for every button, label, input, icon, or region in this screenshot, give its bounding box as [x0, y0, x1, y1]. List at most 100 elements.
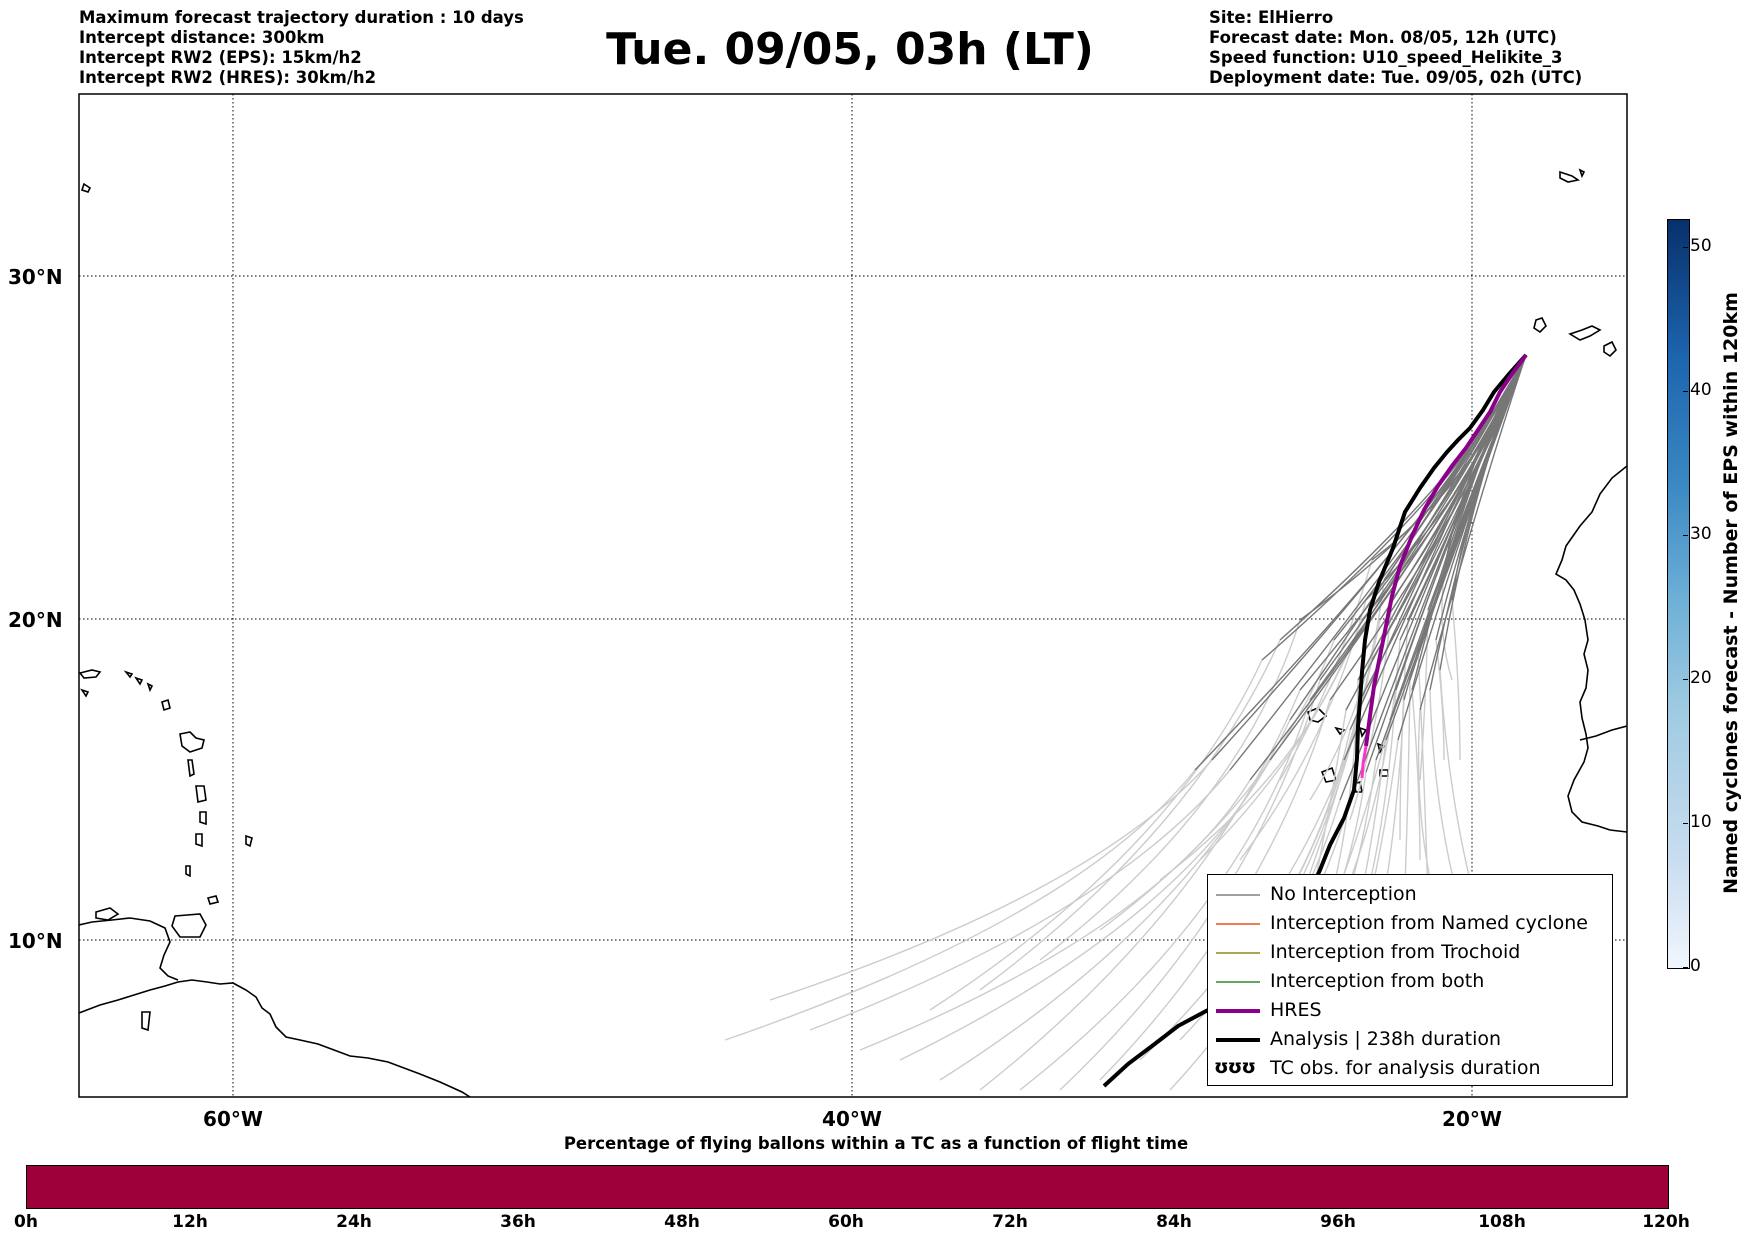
info-forecast-date: Forecast date: Mon. 08/05, 12h (UTC)	[1209, 28, 1557, 47]
legend-item-tc-obs: ʊʊʊ TC obs. for analysis duration	[1208, 1055, 1612, 1084]
eps-trajectory-tail-8	[1019, 699, 1311, 1091]
cbar-tickmark-0	[1683, 967, 1688, 968]
eps-trajectory-tail-20	[1411, 689, 1421, 861]
legend-item-both: Interception from both	[1208, 968, 1612, 997]
island-madeira	[1559, 170, 1581, 183]
site-information: Site: ElHierro Forecast date: Mon. 08/05…	[1209, 8, 1582, 88]
info-duration: Maximum forecast trajectory duration : 1…	[79, 8, 524, 27]
coastlines	[79, 168, 1627, 1097]
eps-trajectory-tail-34	[1159, 649, 1349, 881]
hour-label-96: 96h	[1320, 1212, 1356, 1232]
lat-label-20n: 20°N	[8, 608, 63, 632]
island-small-3	[146, 682, 154, 693]
cbar-tickmark-30	[1683, 535, 1688, 536]
legend-swatch	[1216, 1003, 1260, 1019]
island-martinique	[195, 785, 207, 803]
legend-label: Interception from Named cyclone	[1270, 912, 1588, 934]
eps-trajectory-tail-11	[899, 759, 1271, 1061]
legend-swatch	[1216, 916, 1260, 932]
island-tobago	[206, 895, 220, 905]
cbar-tick-10: 10	[1690, 812, 1712, 832]
page-title: Tue. 09/05, 03h (LT)	[606, 24, 1094, 75]
island-canary-2	[1568, 325, 1602, 341]
legend-swatch	[1216, 1032, 1260, 1048]
flight-time-colorbar-title: Percentage of flying ballons within a TC…	[563, 1134, 1189, 1153]
legend-item-analysis: Analysis | 238h duration	[1208, 1026, 1612, 1055]
island-barbados	[245, 834, 253, 848]
forecast-parameters: Maximum forecast trajectory duration : 1…	[79, 8, 524, 88]
eps-trajectory-tail-37	[979, 639, 1281, 991]
legend-item-no-interception: No Interception	[1208, 881, 1612, 910]
coastline-venezuela-gulf	[79, 917, 179, 981]
island-margarita	[95, 907, 120, 921]
lon-label-20w: 20°W	[1442, 1107, 1502, 1131]
island-dominica	[187, 759, 195, 778]
legend-label: Interception from Trochoid	[1270, 941, 1521, 963]
island-canary-3	[1603, 340, 1617, 358]
cyclone-colorbar-label: Named cyclones forecast - Number of EPS …	[1720, 292, 1742, 894]
island-small-4	[141, 1011, 151, 1032]
legend-label: No Interception	[1270, 883, 1417, 905]
island-small-2	[80, 182, 92, 193]
island-st-lucia	[199, 811, 207, 826]
eps-trajectory-tail-9	[979, 689, 1301, 1091]
coastline-south-america	[79, 979, 471, 1097]
cbar-tickmark-20	[1683, 679, 1688, 680]
tc-symbol-icon: ʊʊʊ	[1214, 1056, 1256, 1078]
hour-label-48: 48h	[664, 1212, 700, 1232]
island-anguilla	[134, 676, 144, 686]
island-antigua	[161, 698, 171, 712]
island-canary-1	[1533, 317, 1547, 334]
legend-swatch	[1216, 974, 1260, 990]
hour-label-84: 84h	[1156, 1212, 1192, 1232]
coastline-africa	[1554, 465, 1627, 833]
lat-label-30n: 30°N	[8, 265, 63, 289]
legend-item-named-cyclone: Interception from Named cyclone	[1208, 910, 1612, 939]
cbar-tick-50: 50	[1690, 236, 1712, 256]
eps-trajectory-tail-13	[809, 769, 1231, 1031]
island-porto-santo	[1578, 168, 1586, 179]
eps-trajectory-tail-38	[929, 659, 1263, 1011]
hour-label-24: 24h	[336, 1212, 372, 1232]
info-site: Site: ElHierro	[1209, 8, 1334, 27]
island-virgin	[123, 670, 134, 679]
eps-trajectory-tail-36	[1039, 619, 1301, 961]
lon-label-40w: 40°W	[822, 1107, 882, 1131]
legend-swatch	[1216, 945, 1260, 961]
hour-label-60: 60h	[828, 1212, 864, 1232]
legend-swatch	[1216, 887, 1260, 903]
hour-label-36: 36h	[500, 1212, 536, 1232]
island-puerto-rico	[79, 669, 102, 679]
island-st-vincent	[195, 833, 203, 848]
flight-time-colorbar	[26, 1165, 1669, 1209]
eps-trajectory-tail-15	[724, 769, 1196, 1041]
coastline-africa-inlet	[1579, 725, 1627, 741]
map-frame	[78, 93, 1628, 1098]
info-deployment-date: Deployment date: Tue. 09/05, 02h (UTC)	[1209, 68, 1583, 87]
hour-label-12: 12h	[172, 1212, 208, 1232]
eps-trajectory-48	[1435, 354, 1527, 641]
island-trinidad	[171, 913, 207, 938]
cbar-tick-20: 20	[1690, 668, 1712, 688]
eps-trajectory-tail-12	[859, 779, 1251, 1051]
legend-label: Analysis | 238h duration	[1270, 1028, 1502, 1050]
hour-label-120: 120h	[1642, 1212, 1690, 1232]
hour-label-72: 72h	[992, 1212, 1028, 1232]
eps-trajectory-24	[1451, 354, 1527, 601]
info-intercept-distance: Intercept distance: 300km	[79, 28, 325, 47]
cyclone-count-colorbar	[1667, 219, 1690, 969]
cbar-tickmark-10	[1683, 823, 1688, 824]
gridlines	[79, 94, 1627, 1097]
lat-label-10n: 10°N	[8, 929, 63, 953]
cbar-tick-0: 0	[1690, 956, 1701, 976]
legend-label: TC obs. for analysis duration	[1270, 1057, 1541, 1079]
hour-label-0: 0h	[14, 1212, 38, 1232]
cbar-tickmark-50	[1683, 247, 1688, 248]
cbar-tick-30: 30	[1690, 524, 1712, 544]
cbar-tick-40: 40	[1690, 380, 1712, 400]
legend-item-trochoid: Interception from Trochoid	[1208, 939, 1612, 968]
legend-item-hres: HRES	[1208, 997, 1612, 1026]
map-legend: No Interception Interception from Named …	[1207, 874, 1613, 1086]
cbar-tickmark-40	[1683, 391, 1688, 392]
info-intercept-eps: Intercept RW2 (EPS): 15km/h2	[79, 48, 362, 67]
